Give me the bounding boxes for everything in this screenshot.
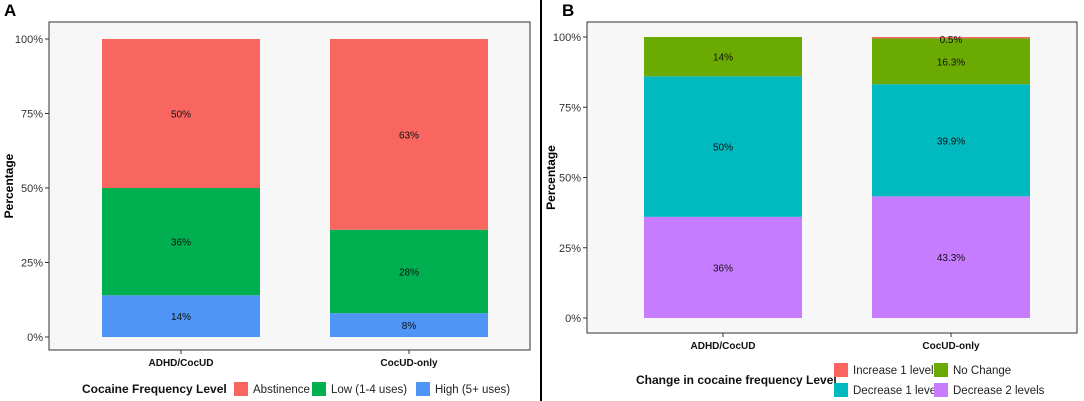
- bar-data-label: 14%: [713, 53, 733, 64]
- legend-swatch: [834, 383, 848, 397]
- x-tick-label: CocUD-only: [380, 358, 438, 369]
- panel-b-letter: B: [562, 1, 575, 20]
- bar-data-label: 50%: [171, 110, 191, 121]
- y-tick-label: 25%: [21, 258, 43, 270]
- legend-item-label: Low (1-4 uses): [331, 384, 407, 396]
- legend-swatch: [834, 363, 848, 377]
- legend-swatch: [934, 363, 948, 377]
- bar-segment: [644, 37, 802, 77]
- bar-data-label: 36%: [713, 263, 733, 274]
- panel-a: 0% 25% 50% 75% 100% Percentage 14% 36% 50% ADHD/C…: [2, 21, 531, 396]
- bar-data-label: 39.9%: [937, 136, 965, 147]
- bar-data-label: 14%: [171, 312, 191, 323]
- x-tick-label: ADHD/CocUD: [691, 341, 756, 352]
- x-tick-label: ADHD/CocUD: [149, 358, 214, 369]
- legend-title: Cocaine Frequency Level: [82, 382, 227, 396]
- bar-segment: [102, 295, 260, 337]
- bar-segment: [330, 39, 488, 230]
- bar-segment: [102, 39, 260, 188]
- y-tick-label: 75%: [21, 109, 43, 121]
- legend-swatch: [934, 383, 948, 397]
- bar-data-label: 36%: [171, 238, 191, 249]
- bar-data-label: 8%: [402, 321, 417, 332]
- legend-item-label: Decrease 2 levels: [953, 385, 1045, 397]
- bar-segment: [872, 196, 1030, 318]
- legend-swatch: [416, 382, 430, 396]
- legend-item-label: Increase 1 level: [853, 365, 934, 377]
- bar-segment: [644, 216, 802, 318]
- y-tick-label: 75%: [559, 102, 581, 114]
- bar-segment: [330, 313, 488, 337]
- bar-data-label: 0.5%: [940, 35, 963, 46]
- legend-item-label: Abstinence: [253, 384, 310, 396]
- legend-item-label: High (5+ uses): [435, 384, 510, 396]
- bar-segment: [872, 84, 1030, 197]
- bar-data-label: 16.3%: [937, 57, 965, 68]
- bar-segment: [872, 37, 1030, 39]
- y-tick-label: 50%: [21, 183, 43, 195]
- y-tick-label: 25%: [559, 243, 581, 255]
- legend-title: Change in cocaine frequency Level: [636, 373, 837, 387]
- panel-b: 0% 25% 50% 75% 100% Percentage 36% 50% 14% ADHD/C…: [544, 21, 1078, 397]
- bar-data-label: 50%: [713, 143, 733, 154]
- x-tick-label: CocUD-only: [922, 341, 980, 352]
- bar-data-label: 28%: [399, 267, 419, 278]
- y-tick-label: 50%: [559, 173, 581, 185]
- y-tick-label: 100%: [15, 34, 43, 46]
- y-axis-title: Percentage: [2, 153, 16, 218]
- bar-segment: [644, 76, 802, 217]
- bar-data-label: 43.3%: [937, 253, 965, 264]
- legend-swatch: [312, 382, 326, 396]
- legend-item-label: Decrease 1 level: [853, 385, 939, 397]
- y-tick-label: 0%: [27, 332, 43, 344]
- bar-segment: [102, 188, 260, 296]
- legend-swatch: [234, 382, 248, 396]
- panel-a-letter: A: [4, 1, 17, 20]
- y-axis-title: Percentage: [544, 145, 558, 210]
- bar-data-label: 63%: [399, 130, 419, 141]
- legend-item-label: No Change: [953, 365, 1011, 377]
- bar-segment: [872, 38, 1030, 85]
- y-tick-label: 100%: [553, 32, 581, 44]
- y-tick-label: 0%: [565, 313, 581, 325]
- bar-segment: [330, 229, 488, 314]
